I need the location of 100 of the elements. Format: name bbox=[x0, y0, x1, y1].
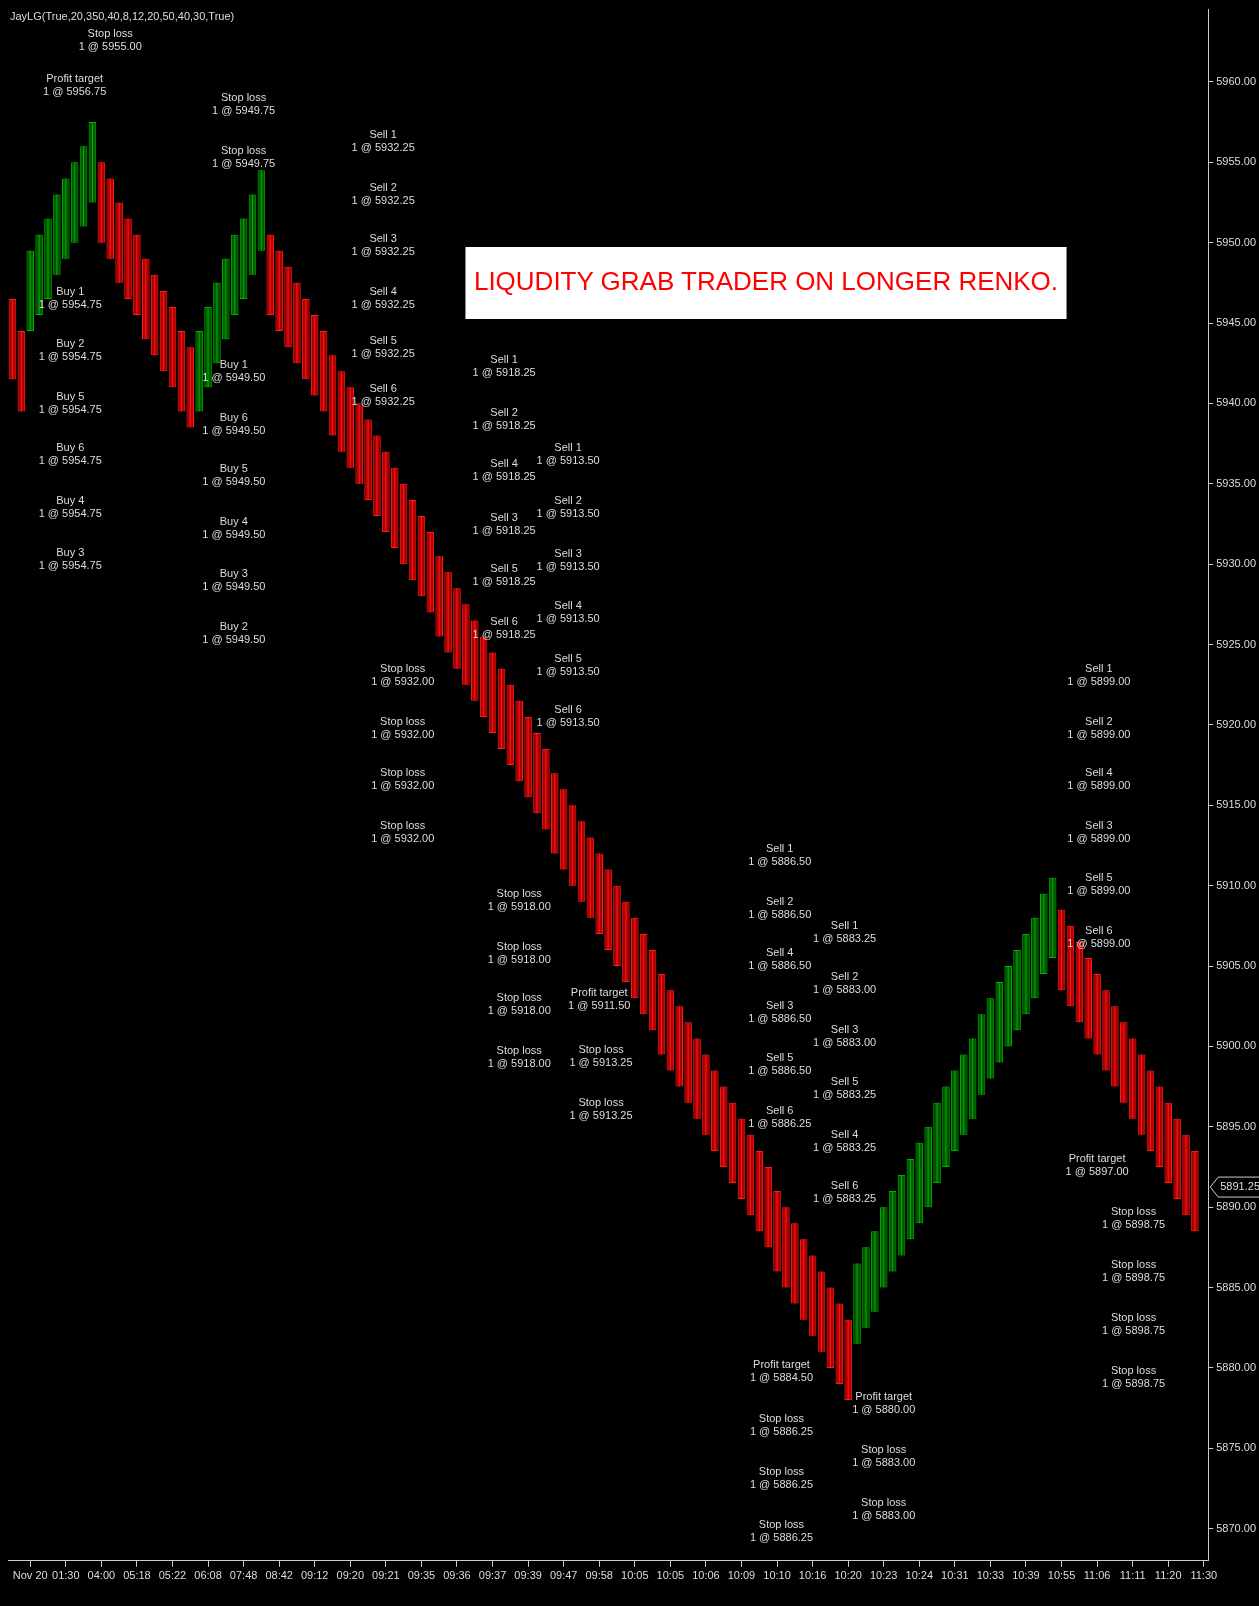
annotation: JayLG(True,20,350,40,8,12,20,50,40,30,True) bbox=[10, 10, 235, 23]
x-tick-label: 07:48 bbox=[229, 1569, 258, 1582]
annotation: Buy 1 1 @ 5949.50 bbox=[202, 357, 266, 383]
y-tick-label: 5950.00 bbox=[1216, 235, 1256, 248]
annotation: Buy 6 1 @ 5949.50 bbox=[202, 410, 266, 436]
annotation: Sell 3 1 @ 5883.00 bbox=[813, 1023, 877, 1049]
x-tick-label: 09:37 bbox=[478, 1569, 507, 1582]
x-tick-label: 11:20 bbox=[1154, 1569, 1182, 1582]
annotation: Profit target 1 @ 5956.75 bbox=[43, 71, 107, 97]
annotation: Buy 3 1 @ 5949.50 bbox=[202, 566, 266, 592]
y-tick-label: 5885.00 bbox=[1216, 1280, 1256, 1293]
y-tick-label: 5955.00 bbox=[1216, 155, 1256, 168]
annotation: Buy 4 1 @ 5954.75 bbox=[38, 494, 102, 520]
x-tick-label: 10:06 bbox=[692, 1569, 720, 1582]
x-tick-label: 10:31 bbox=[941, 1569, 969, 1582]
y-tick-label: 5895.00 bbox=[1216, 1119, 1256, 1132]
x-tick-label: 06:08 bbox=[194, 1569, 222, 1582]
candlestick bbox=[1120, 1021, 1128, 1104]
annotation: Stop loss 1 @ 5886.25 bbox=[749, 1465, 814, 1491]
annotation: Stop loss 1 @ 5898.75 bbox=[1101, 1257, 1166, 1283]
annotation: Buy 3 1 @ 5954.75 bbox=[38, 545, 102, 571]
x-tick-label: 11:06 bbox=[1083, 1569, 1111, 1582]
y-tick-label: 5900.00 bbox=[1216, 1039, 1256, 1052]
candlestick bbox=[186, 346, 195, 429]
y-tick-label: 5915.00 bbox=[1216, 798, 1256, 811]
annotation: Sell 6 1 @ 5918.25 bbox=[472, 615, 536, 640]
y-tick-label: 5935.00 bbox=[1216, 476, 1256, 489]
annotation: Sell 5 1 @ 5918.25 bbox=[472, 561, 536, 587]
candlestick bbox=[355, 402, 363, 485]
annotation: Sell 5 1 @ 5913.50 bbox=[536, 651, 600, 677]
candlestick bbox=[106, 177, 115, 260]
annotation: Sell 1 1 @ 5899.00 bbox=[1067, 661, 1131, 687]
annotation: Sell 3 1 @ 5886.50 bbox=[748, 999, 812, 1025]
annotation: Buy 1 1 @ 5954.75 bbox=[38, 285, 102, 311]
candlestick bbox=[791, 1222, 799, 1305]
annotation: Stop loss 1 @ 5913.25 bbox=[569, 1095, 633, 1121]
x-tick-label: 10:10 bbox=[763, 1569, 791, 1582]
annotation: Stop loss 1 @ 5886.25 bbox=[749, 1412, 814, 1438]
annotation: Profit target 1 @ 5911.50 bbox=[568, 986, 631, 1012]
annotation: Stop loss 1 @ 5883.00 bbox=[852, 1495, 916, 1521]
x-tick-label: 09:39 bbox=[514, 1569, 542, 1582]
x-tick-label: 10:55 bbox=[1047, 1569, 1076, 1582]
y-tick-label: 5930.00 bbox=[1216, 557, 1256, 570]
annotation: Buy 2 1 @ 5949.50 bbox=[202, 619, 266, 645]
x-tick-label: 04:00 bbox=[87, 1569, 116, 1582]
x-tick-label: 11:30 bbox=[1190, 1569, 1218, 1582]
annotation: Buy 2 1 @ 5954.75 bbox=[38, 336, 102, 362]
x-tick-label: 10:24 bbox=[905, 1569, 934, 1582]
annotation: Stop loss 1 @ 5918.00 bbox=[487, 1044, 551, 1070]
text: LIQUDITY GRAB TRADER ON LONGER RENKO. bbox=[473, 266, 1059, 297]
candlestick bbox=[879, 1206, 888, 1289]
annotation: Sell 6 1 @ 5913.50 bbox=[536, 703, 600, 729]
annotation: Profit target 1 @ 5880.00 bbox=[852, 1389, 916, 1415]
annotation: Sell 5 1 @ 5932.25 bbox=[351, 333, 415, 359]
annotation: Stop loss 1 @ 5932.00 bbox=[371, 819, 435, 845]
candlestick bbox=[871, 1230, 879, 1313]
candlestick bbox=[675, 1005, 684, 1088]
annotation: Sell 2 1 @ 5899.00 bbox=[1067, 714, 1131, 740]
annotation: Sell 4 1 @ 5899.00 bbox=[1067, 766, 1131, 792]
x-tick-label: 05:18 bbox=[123, 1569, 151, 1582]
annotation: Stop loss 1 @ 5955.00 bbox=[78, 26, 142, 52]
x-tick-label: 10:33 bbox=[976, 1569, 1005, 1582]
x-tick-label: 10:23 bbox=[869, 1569, 898, 1582]
annotation: Sell 1 1 @ 5918.25 bbox=[472, 352, 536, 378]
annotation: Sell 6 1 @ 5883.25 bbox=[813, 1179, 877, 1205]
annotation: Profit target 1 @ 5897.00 bbox=[1065, 1151, 1129, 1177]
annotation: Buy 5 1 @ 5949.50 bbox=[202, 462, 266, 488]
annotation: Stop loss 1 @ 5932.00 bbox=[371, 661, 435, 687]
annotation: Sell 2 1 @ 5918.25 bbox=[472, 406, 536, 432]
annotation: Buy 5 1 @ 5954.75 bbox=[38, 389, 102, 415]
annotation: Sell 4 1 @ 5932.25 bbox=[351, 285, 415, 311]
annotation: Sell 2 1 @ 5932.25 bbox=[351, 180, 415, 206]
x-tick-label: 09:20 bbox=[336, 1569, 365, 1582]
annotation: Stop loss 1 @ 5898.75 bbox=[1101, 1364, 1166, 1390]
annotation: Sell 5 1 @ 5899.00 bbox=[1067, 870, 1131, 896]
y-tick-label: 5905.00 bbox=[1216, 959, 1256, 972]
x-tick-label: 11:11 bbox=[1119, 1569, 1146, 1582]
annotation: Buy 4 1 @ 5949.50 bbox=[202, 515, 266, 541]
annotation: Stop loss 1 @ 5913.25 bbox=[569, 1042, 633, 1068]
x-tick-label: 10:05 bbox=[656, 1569, 685, 1582]
annotation: Sell 6 1 @ 5932.25 bbox=[351, 381, 415, 407]
x-tick-label: 08:42 bbox=[265, 1569, 293, 1582]
annotation: Sell 4 1 @ 5883.25 bbox=[813, 1127, 877, 1153]
annotation: Sell 4 1 @ 5886.50 bbox=[748, 946, 812, 972]
y-tick-label: 5940.00 bbox=[1216, 396, 1256, 409]
x-tick-label: 09:36 bbox=[443, 1569, 471, 1582]
annotation: Sell 1 1 @ 5913.50 bbox=[536, 441, 600, 467]
x-tick-label: 09:47 bbox=[549, 1569, 578, 1582]
text: 5891.25 bbox=[1220, 1180, 1259, 1193]
x-tick-label: 09:12 bbox=[300, 1569, 329, 1582]
annotation: Stop loss 1 @ 5949.75 bbox=[212, 90, 276, 116]
annotation: Profit target 1 @ 5884.50 bbox=[749, 1357, 814, 1383]
annotation: Sell 3 1 @ 5918.25 bbox=[472, 510, 536, 536]
x-tick-label: 10:39 bbox=[1012, 1569, 1040, 1582]
annotation: Stop loss 1 @ 5918.00 bbox=[487, 886, 551, 912]
annotation: Sell 2 1 @ 5913.50 bbox=[536, 494, 600, 520]
annotation: Stop loss 1 @ 5949.75 bbox=[212, 144, 276, 170]
y-tick-label: 5945.00 bbox=[1216, 316, 1256, 329]
y-tick-label: 5870.00 bbox=[1216, 1521, 1256, 1534]
annotation: Stop loss 1 @ 5886.25 bbox=[749, 1518, 814, 1544]
